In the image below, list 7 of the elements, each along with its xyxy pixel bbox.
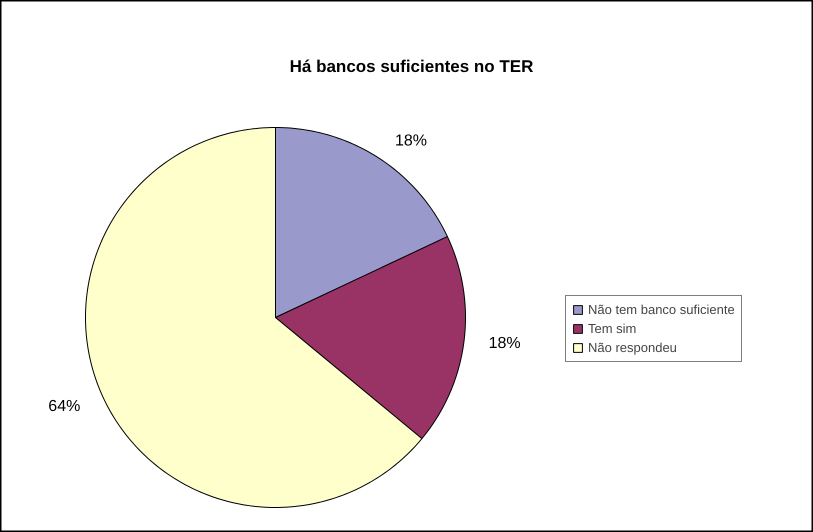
chart-title: Há bancos suficientes no TER: [290, 57, 534, 76]
legend-label: Não tem banco suficiente: [588, 302, 735, 317]
legend-label: Não respondeu: [588, 340, 677, 355]
legend-label: Tem sim: [588, 321, 636, 336]
data-label: 64%: [48, 398, 80, 415]
data-label: 18%: [488, 335, 521, 352]
data-label: 18%: [394, 132, 427, 150]
